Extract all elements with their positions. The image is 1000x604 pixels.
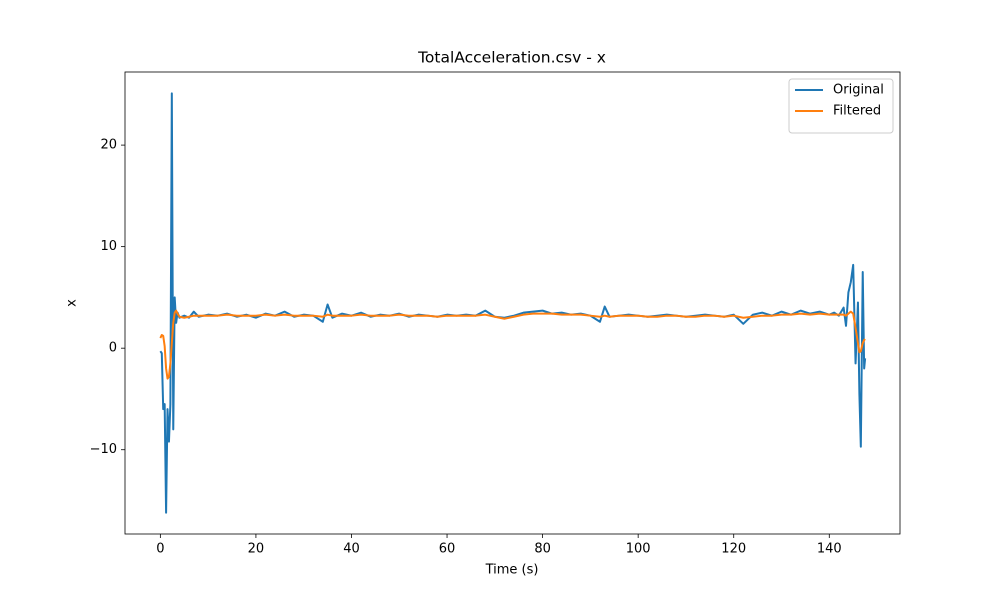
y-tick-label: −10 <box>90 442 117 457</box>
plot-frame <box>124 71 901 535</box>
x-tick-label: 80 <box>534 542 551 557</box>
legend-label: Filtered <box>833 104 881 119</box>
data-line <box>159 309 866 380</box>
x-tick-label: 120 <box>721 542 746 557</box>
x-tick-label: 40 <box>343 542 360 557</box>
x-tick-label: 140 <box>817 542 842 557</box>
y-axis-label: x <box>65 299 80 307</box>
x-tick-label: 60 <box>439 542 456 557</box>
x-tick-label: 100 <box>626 542 651 557</box>
y-tick-label: 20 <box>100 138 117 153</box>
y-tick-label: 0 <box>109 341 117 356</box>
legend-label: Original <box>833 83 884 98</box>
x-axis-label: Time (s) <box>485 563 539 578</box>
chart-title: TotalAcceleration.csv - x <box>417 49 606 67</box>
x-tick-label: 20 <box>248 542 265 557</box>
y-tick-label: 10 <box>100 239 117 254</box>
legend-box <box>788 78 894 134</box>
x-tick-label: 0 <box>156 542 164 557</box>
